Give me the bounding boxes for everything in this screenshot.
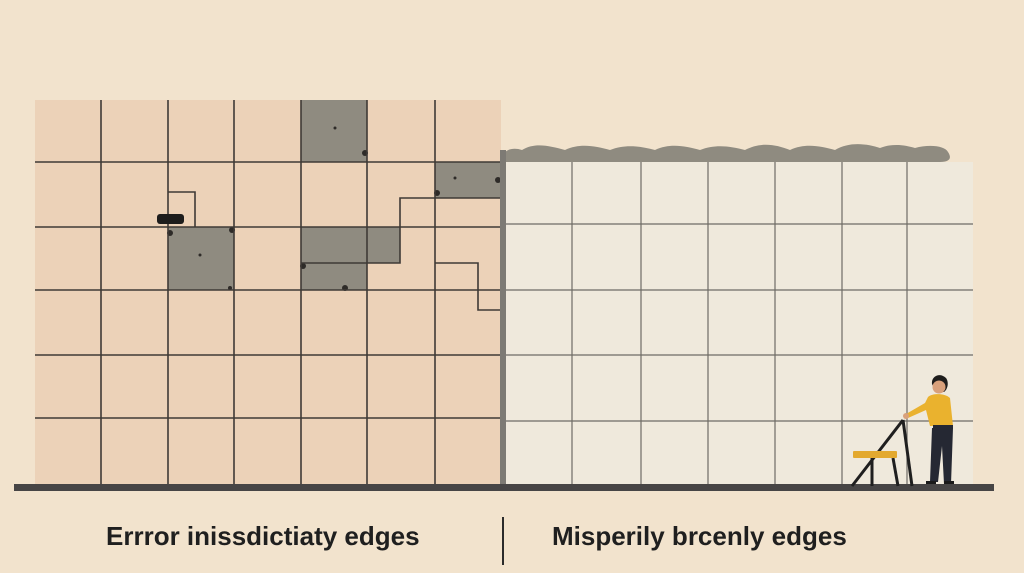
step-ladder-icon [850,419,914,487]
right-grout-lines [505,162,973,484]
right-caption: Misperily brcenly edges [552,521,847,551]
wall-seam [500,150,506,484]
damaged-tile [301,100,367,162]
damaged-tile [301,263,367,290]
left-caption: Errror inissdictiaty edges [106,521,420,551]
right-tile-wall [502,144,973,484]
right-wall-background [505,162,973,484]
left-grout-lines [35,100,501,484]
floor-line [14,484,994,491]
damaged-tile [435,162,501,198]
damaged-tile [301,227,400,263]
left-wall-background [35,100,501,484]
mortar-blob [502,144,950,162]
tile-spacer-block [157,214,184,224]
left-tile-wall [35,100,501,484]
damaged-tile [168,227,234,290]
caption-divider [502,517,504,565]
worker-figure-icon [903,375,954,484]
